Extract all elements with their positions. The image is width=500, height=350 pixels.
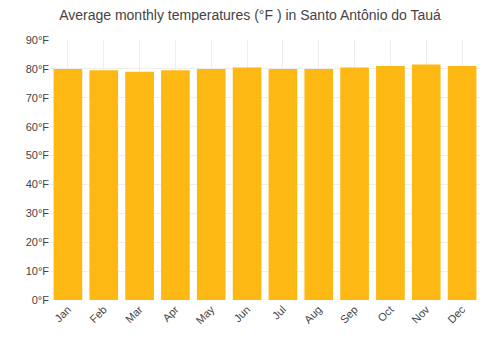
svg-text:Dec: Dec <box>445 303 468 326</box>
svg-text:Mar: Mar <box>123 303 145 325</box>
svg-text:40°F: 40°F <box>26 178 50 190</box>
svg-text:30°F: 30°F <box>26 207 50 219</box>
svg-text:20°F: 20°F <box>26 236 50 248</box>
svg-text:Apr: Apr <box>160 303 181 324</box>
svg-text:Jul: Jul <box>270 303 288 321</box>
svg-text:60°F: 60°F <box>26 121 50 133</box>
svg-text:0°F: 0°F <box>32 294 50 306</box>
svg-text:Jun: Jun <box>231 303 252 324</box>
svg-text:Aug: Aug <box>302 303 324 325</box>
svg-text:70°F: 70°F <box>26 92 50 104</box>
svg-text:50°F: 50°F <box>26 149 50 161</box>
svg-text:Jan: Jan <box>52 303 73 324</box>
svg-text:Sep: Sep <box>338 303 360 325</box>
svg-text:Oct: Oct <box>375 303 396 324</box>
svg-text:Feb: Feb <box>87 303 109 325</box>
svg-text:10°F: 10°F <box>26 265 50 277</box>
svg-text:May: May <box>193 303 217 327</box>
svg-text:Nov: Nov <box>409 303 432 326</box>
svg-text:80°F: 80°F <box>26 63 50 75</box>
svg-text:Average monthly temperatures (: Average monthly temperatures (°F ) in Sa… <box>59 7 441 23</box>
svg-text:90°F: 90°F <box>26 34 50 46</box>
